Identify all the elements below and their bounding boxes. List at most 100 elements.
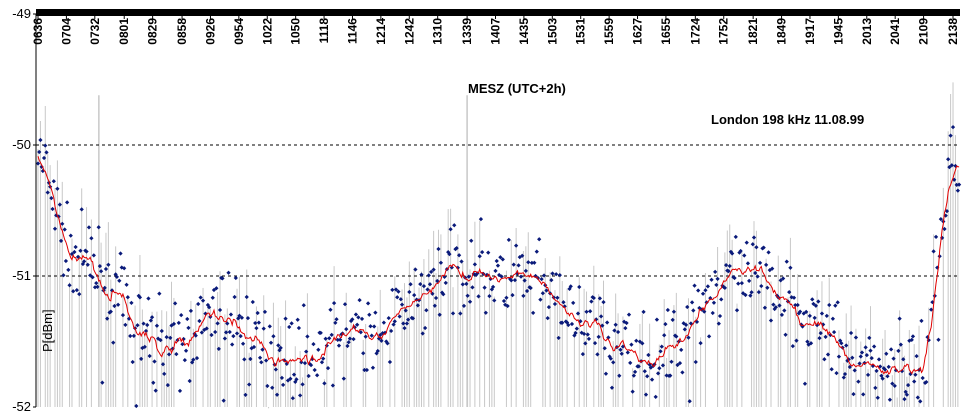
data-point xyxy=(466,274,471,279)
x-tick-label: 1945 xyxy=(831,18,845,45)
data-point xyxy=(398,297,403,302)
data-point xyxy=(464,281,469,286)
data-point xyxy=(342,302,348,307)
data-point xyxy=(612,328,617,333)
data-point xyxy=(52,226,58,231)
data-point xyxy=(539,277,544,282)
data-point xyxy=(350,317,355,322)
data-point xyxy=(773,305,778,310)
data-point xyxy=(625,350,630,355)
data-point xyxy=(711,300,717,305)
data-point xyxy=(603,371,609,376)
data-point xyxy=(143,328,149,334)
data-point xyxy=(714,282,719,288)
data-point xyxy=(944,209,950,214)
data-point xyxy=(151,380,156,385)
data-point xyxy=(145,322,150,328)
data-point xyxy=(242,357,247,362)
data-point xyxy=(778,278,783,283)
data-point xyxy=(663,321,668,327)
data-point xyxy=(495,263,501,268)
data-point xyxy=(49,195,54,201)
data-point xyxy=(901,357,906,362)
x-tick-label: 1849 xyxy=(775,18,789,45)
data-point xyxy=(727,263,732,269)
data-point xyxy=(853,335,859,340)
data-point xyxy=(889,347,894,352)
x-tick-label: 0954 xyxy=(232,18,246,45)
data-point xyxy=(745,261,751,266)
data-point xyxy=(822,357,827,362)
data-point xyxy=(671,309,677,314)
data-point xyxy=(947,164,952,170)
data-point xyxy=(180,342,185,347)
data-point xyxy=(847,364,852,370)
data-point xyxy=(41,155,47,161)
data-point xyxy=(629,342,634,347)
data-point xyxy=(777,303,782,308)
data-point xyxy=(237,313,242,318)
data-point xyxy=(793,302,798,308)
data-point xyxy=(336,343,342,348)
data-point xyxy=(165,382,170,388)
data-point xyxy=(96,225,101,230)
data-point xyxy=(557,272,562,278)
data-point xyxy=(601,300,606,305)
data-point xyxy=(387,359,393,365)
data-point xyxy=(730,251,735,256)
data-point xyxy=(392,319,397,324)
data-point xyxy=(273,367,278,372)
smoothed-series xyxy=(37,156,960,375)
series-line-smoothed xyxy=(37,156,960,375)
data-point xyxy=(45,190,50,195)
data-point xyxy=(158,337,163,343)
data-point xyxy=(899,369,905,374)
data-point xyxy=(753,270,758,276)
data-point xyxy=(573,330,578,336)
data-point xyxy=(419,272,424,277)
data-point xyxy=(751,235,757,240)
data-point xyxy=(518,274,524,279)
data-point xyxy=(321,356,326,361)
data-point xyxy=(834,371,839,376)
data-point xyxy=(194,355,200,361)
data-point xyxy=(534,249,539,254)
data-point xyxy=(571,300,576,306)
data-point xyxy=(351,336,356,342)
data-point xyxy=(757,260,763,265)
data-point xyxy=(270,385,275,390)
data-point xyxy=(477,254,482,259)
data-point xyxy=(423,325,428,331)
data-point xyxy=(173,301,178,306)
data-point xyxy=(852,368,857,373)
data-point xyxy=(245,316,251,321)
data-point xyxy=(223,330,229,335)
data-point xyxy=(857,361,862,366)
data-point xyxy=(55,186,60,191)
data-point xyxy=(403,308,408,313)
data-point xyxy=(254,326,259,331)
data-point xyxy=(585,332,590,337)
data-point xyxy=(602,346,607,351)
data-point xyxy=(363,334,368,339)
data-point xyxy=(624,320,629,326)
data-point xyxy=(677,361,683,366)
data-point xyxy=(271,334,276,339)
data-point xyxy=(645,374,650,379)
data-point xyxy=(368,324,373,329)
data-point xyxy=(372,324,377,329)
data-point xyxy=(643,392,649,397)
data-point xyxy=(279,375,285,381)
data-point xyxy=(432,303,437,308)
data-point xyxy=(323,336,328,341)
data-point xyxy=(427,282,433,287)
x-tick-label: 1503 xyxy=(545,18,559,45)
data-point xyxy=(588,309,593,314)
data-point xyxy=(381,320,386,325)
data-point xyxy=(253,320,258,326)
data-point xyxy=(674,334,679,339)
data-point xyxy=(732,275,737,281)
x-tick-label: 2109 xyxy=(917,18,931,45)
data-point xyxy=(291,372,297,377)
data-point xyxy=(581,331,587,337)
